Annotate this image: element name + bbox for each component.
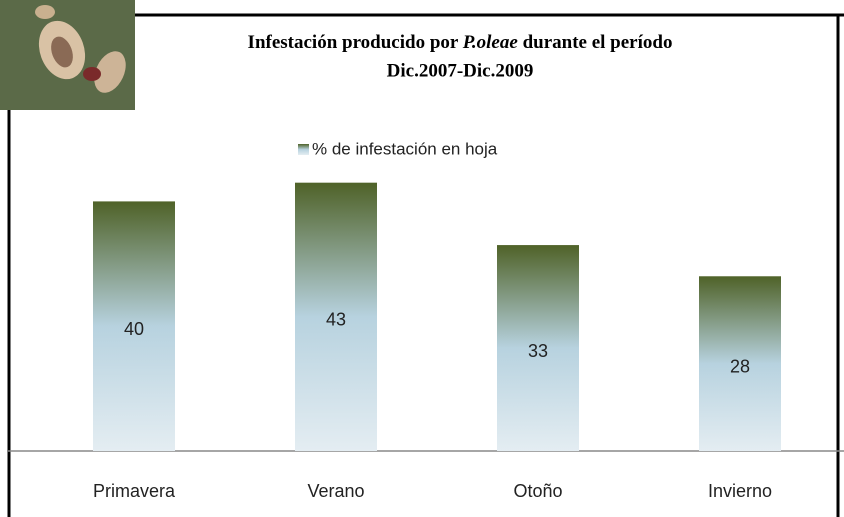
data-label: 33 — [528, 341, 548, 361]
data-label: 28 — [730, 356, 750, 376]
chart-title-line2: Dic.2007-Dic.2009 — [387, 60, 534, 81]
x-tick-label: Primavera — [93, 481, 176, 501]
x-tick-label: Invierno — [708, 481, 772, 501]
bar — [497, 245, 579, 451]
legend-label: % de infestación en hoja — [312, 139, 498, 158]
x-tick-label: Verano — [307, 481, 364, 501]
bar — [93, 201, 175, 451]
chart-title: Infestación producido por P.oleae durant… — [248, 32, 673, 53]
bar — [295, 182, 377, 451]
photo — [0, 0, 135, 110]
title-part: Infestación producido por — [248, 32, 459, 53]
x-tick-label: Otoño — [513, 481, 562, 501]
data-label: 43 — [326, 310, 346, 330]
legend-swatch — [298, 144, 309, 155]
data-label: 40 — [124, 319, 144, 339]
title-part: durante el período — [523, 32, 673, 53]
bar — [699, 276, 781, 451]
title-part: P.oleae — [462, 32, 519, 53]
